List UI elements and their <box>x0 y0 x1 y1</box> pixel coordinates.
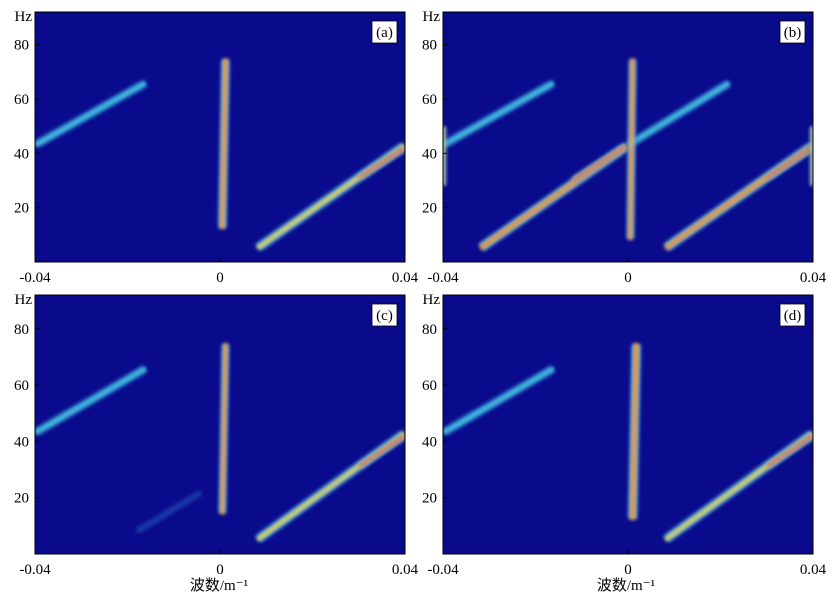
energy-streak <box>358 146 405 180</box>
y-tick-label: 60 <box>422 92 437 108</box>
y-tick-label: 20 <box>422 201 437 217</box>
y-axis-label: Hz <box>15 9 33 25</box>
x-tick-label: -0.04 <box>427 270 459 286</box>
x-tick-label: 0 <box>624 562 632 578</box>
panel-label-box <box>371 20 398 44</box>
y-axis-label: Hz <box>423 292 441 308</box>
panel-label: (b) <box>784 25 802 41</box>
panel-label-box <box>779 20 806 44</box>
y-tick-label: 80 <box>422 38 437 54</box>
energy-streak <box>358 434 405 469</box>
y-tick-label: 20 <box>14 201 29 217</box>
y-tick-label: 40 <box>14 434 29 450</box>
panel-label-box <box>779 303 806 327</box>
y-tick-label: 60 <box>14 92 29 108</box>
energy-streak <box>766 434 813 469</box>
panel-a: 20 40 60 80 Hz -0.04 0 0.04 (a) <box>14 9 419 286</box>
y-tick-label: 20 <box>14 491 29 507</box>
panel-label: (d) <box>784 308 802 324</box>
x-tick-label: 0 <box>216 270 224 286</box>
y-tick-label: 60 <box>14 378 29 394</box>
panel-label-box <box>371 303 398 327</box>
energy-streak <box>136 489 203 534</box>
energy-streak <box>626 342 643 521</box>
energy-streak <box>766 146 813 180</box>
y-tick-label: 40 <box>422 434 437 450</box>
energy-streak <box>216 58 231 230</box>
y-axis-label: Hz <box>423 9 441 25</box>
x-axis-label-right: 波数/m⁻¹ <box>597 577 655 594</box>
y-tick-label: 80 <box>14 38 29 54</box>
y-tick-label: 80 <box>14 322 29 338</box>
x-tick-label: 0.04 <box>392 270 419 286</box>
energy-streak <box>571 146 624 183</box>
energy-streak <box>35 365 147 436</box>
energy-streak <box>443 126 447 186</box>
y-axis-label: Hz <box>15 292 33 308</box>
panel-b: 20 40 60 80 Hz -0.04 0 0.04 (b) <box>422 9 827 286</box>
x-tick-label: 0 <box>216 562 224 578</box>
panel-d: 20 40 60 80 Hz -0.04 0 0.04 (d) <box>422 292 827 578</box>
panel-label: (a) <box>376 25 393 41</box>
x-tick-label: -0.04 <box>19 562 51 578</box>
y-tick-label: 80 <box>422 322 437 338</box>
y-tick-label: 20 <box>422 491 437 507</box>
panel-c: 20 40 60 80 Hz -0.04 0 0.04 (c) <box>14 292 419 578</box>
x-tick-label: 0.04 <box>392 562 419 578</box>
energy-streak <box>443 79 555 148</box>
x-tick-label: -0.04 <box>427 562 459 578</box>
energy-streak <box>443 365 555 436</box>
y-tick-label: 60 <box>422 378 437 394</box>
x-tick-label: 0.04 <box>800 562 827 578</box>
y-tick-label: 40 <box>14 146 29 162</box>
x-tick-label: 0.04 <box>800 270 827 286</box>
x-tick-label: -0.04 <box>19 270 51 286</box>
panel-label: (c) <box>376 308 393 324</box>
energy-streak <box>809 126 813 186</box>
x-tick-label: 0 <box>624 270 632 286</box>
x-axis-label-left: 波数/m⁻¹ <box>190 577 248 594</box>
y-tick-label: 40 <box>422 146 437 162</box>
energy-streak <box>625 58 638 241</box>
energy-streak <box>627 80 731 148</box>
energy-streak <box>35 79 147 148</box>
energy-streak <box>217 342 231 515</box>
